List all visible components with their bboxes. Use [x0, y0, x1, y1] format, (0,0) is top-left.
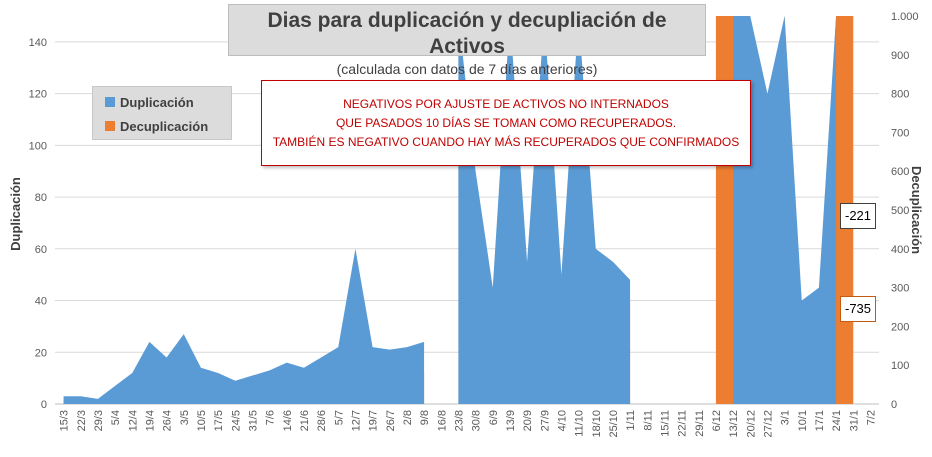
- x-tick-label-10: 24/5: [230, 410, 242, 431]
- x-tick-label-5: 19/4: [144, 410, 156, 431]
- x-tick-label-1: 22/3: [76, 410, 88, 431]
- x-tick-label-2: 29/3: [93, 410, 105, 431]
- y2-tick-label-5: 500: [891, 205, 909, 217]
- x-tick-label-21: 9/8: [419, 410, 431, 425]
- chart-subtitle: (calculada con datos de 7 días anteriore…: [336, 61, 598, 77]
- legend-label-decuplicacion: Decuplicación: [120, 118, 209, 134]
- x-tick-label-33: 1/11: [625, 410, 637, 431]
- legend-swatch-duplicacion: [105, 97, 115, 107]
- x-tick-label-39: 13/12: [728, 410, 740, 438]
- legend-item-decuplicacion: Decuplicación: [105, 114, 231, 138]
- duplicacion-area-segment-2: [733, 16, 837, 404]
- x-tick-label-32: 25/10: [608, 410, 620, 438]
- x-tick-label-34: 8/11: [642, 410, 654, 431]
- x-axis-ticks: 15/3 22/3 29/3 5/4 12/4 19/4 26/4 3/5 10/5 17/5 24…: [59, 410, 878, 438]
- chart-title: Dias para duplicación y decupliación de …: [267, 9, 667, 58]
- legend-label-duplicacion: Duplicación: [120, 94, 194, 110]
- y2-tick-label-0: 0: [891, 399, 897, 411]
- y-tick-label-140: 140: [29, 37, 47, 49]
- y2-tick-label-1: 100: [891, 360, 909, 372]
- y-tick-label-100: 100: [29, 140, 47, 152]
- x-tick-label-17: 12/7: [350, 410, 362, 431]
- x-tick-label-42: 3/1: [780, 410, 792, 425]
- x-tick-label-7: 3/5: [179, 410, 191, 425]
- x-tick-label-27: 20/9: [522, 410, 534, 431]
- note-line-2: QUE PASADOS 10 DÍAS SE TOMAN COMO RECUPE…: [335, 115, 677, 130]
- x-tick-label-16: 5/7: [333, 410, 345, 425]
- y-tick-label-40: 40: [35, 296, 47, 308]
- y2-tick-label-4: 400: [891, 244, 909, 256]
- x-tick-label-38: 6/12: [711, 410, 723, 431]
- y2-tick-label-2: 200: [891, 321, 909, 333]
- x-tick-label-43: 10/1: [797, 410, 809, 431]
- x-tick-label-18: 19/7: [368, 410, 380, 431]
- x-tick-label-20: 2/8: [402, 410, 414, 425]
- x-tick-label-23: 23/8: [453, 410, 465, 431]
- x-tick-label-35: 15/11: [659, 410, 671, 437]
- x-tick-label-45: 24/1: [831, 410, 843, 431]
- x-tick-label-19: 26/7: [385, 410, 397, 431]
- x-tick-label-24: 30/8: [471, 410, 483, 431]
- x-tick-label-22: 16/8: [436, 410, 448, 431]
- x-tick-label-37: 29/11: [694, 410, 706, 437]
- x-tick-label-44: 17/1: [814, 410, 826, 431]
- y2-tick-label-6: 600: [891, 166, 909, 178]
- x-tick-label-31: 18/10: [591, 410, 603, 438]
- x-tick-label-11: 31/5: [247, 410, 259, 431]
- y-axis-right-ticks: 0 100 200 300 400 500 600 700 800 900 1.000: [891, 11, 919, 411]
- x-tick-label-0: 15/3: [59, 410, 71, 431]
- x-tick-label-8: 10/5: [196, 410, 208, 431]
- data-label-decuplicacion-last: -735: [840, 296, 876, 322]
- y-tick-label-80: 80: [35, 192, 47, 204]
- legend: Duplicación Decuplicación: [92, 86, 232, 140]
- legend-item-duplicacion: Duplicación: [105, 90, 231, 114]
- note-line-3: TAMBIÉN ES NEGATIVO CUANDO HAY MÁS RECUP…: [272, 134, 740, 149]
- x-tick-label-46: 31/1: [848, 410, 860, 431]
- y-axis-right-title: Decuplicación: [909, 166, 924, 254]
- y-tick-label-0: 0: [41, 399, 47, 411]
- x-tick-label-40: 20/12: [745, 410, 757, 438]
- x-tick-label-12: 7/6: [265, 410, 277, 425]
- y2-tick-label-8: 800: [891, 89, 909, 101]
- note-line-1: NEGATIVOS POR AJUSTE DE ACTIVOS NO INTER…: [343, 96, 669, 111]
- x-tick-label-28: 27/9: [539, 410, 551, 431]
- legend-swatch-decuplicacion: [105, 121, 115, 131]
- y-axis-left-title: Duplicación: [8, 177, 23, 251]
- x-tick-label-36: 22/11: [677, 410, 689, 437]
- x-tick-label-26: 13/9: [505, 410, 517, 431]
- x-tick-label-9: 17/5: [213, 410, 225, 431]
- x-tick-label-29: 4/10: [556, 410, 568, 431]
- duplicacion-area-segment-0: [63, 248, 425, 404]
- y2-tick-label-10: 1.000: [891, 11, 919, 23]
- x-tick-label-30: 11/10: [574, 410, 586, 437]
- y-tick-label-60: 60: [35, 244, 47, 256]
- y2-tick-label-9: 900: [891, 50, 909, 62]
- y2-tick-label-7: 700: [891, 127, 909, 139]
- y-tick-label-120: 120: [29, 89, 47, 101]
- x-tick-label-6: 26/4: [162, 410, 174, 431]
- x-tick-label-4: 12/4: [127, 410, 139, 431]
- y-axis-left-ticks: 0 20 40 60 80 100 120 140: [29, 37, 47, 411]
- x-tick-label-14: 21/6: [299, 410, 311, 431]
- negative-values-note: NEGATIVOS POR AJUSTE DE ACTIVOS NO INTER…: [261, 80, 751, 166]
- duplicacion-series: [63, 16, 837, 404]
- x-tick-label-25: 6/9: [488, 410, 500, 425]
- x-tick-label-13: 14/6: [282, 410, 294, 431]
- duplicacion-area-segment-1: [458, 16, 631, 404]
- chart-title-box: Dias para duplicación y decupliación de …: [228, 4, 706, 77]
- y-tick-label-20: 20: [35, 347, 47, 359]
- x-tick-label-3: 5/4: [110, 410, 122, 425]
- x-tick-label-15: 28/6: [316, 410, 328, 431]
- y2-tick-label-3: 300: [891, 283, 909, 295]
- x-tick-label-41: 27/12: [762, 410, 774, 438]
- x-tick-label-47: 7/2: [865, 410, 877, 425]
- data-label-duplicacion-last: -221: [840, 203, 876, 229]
